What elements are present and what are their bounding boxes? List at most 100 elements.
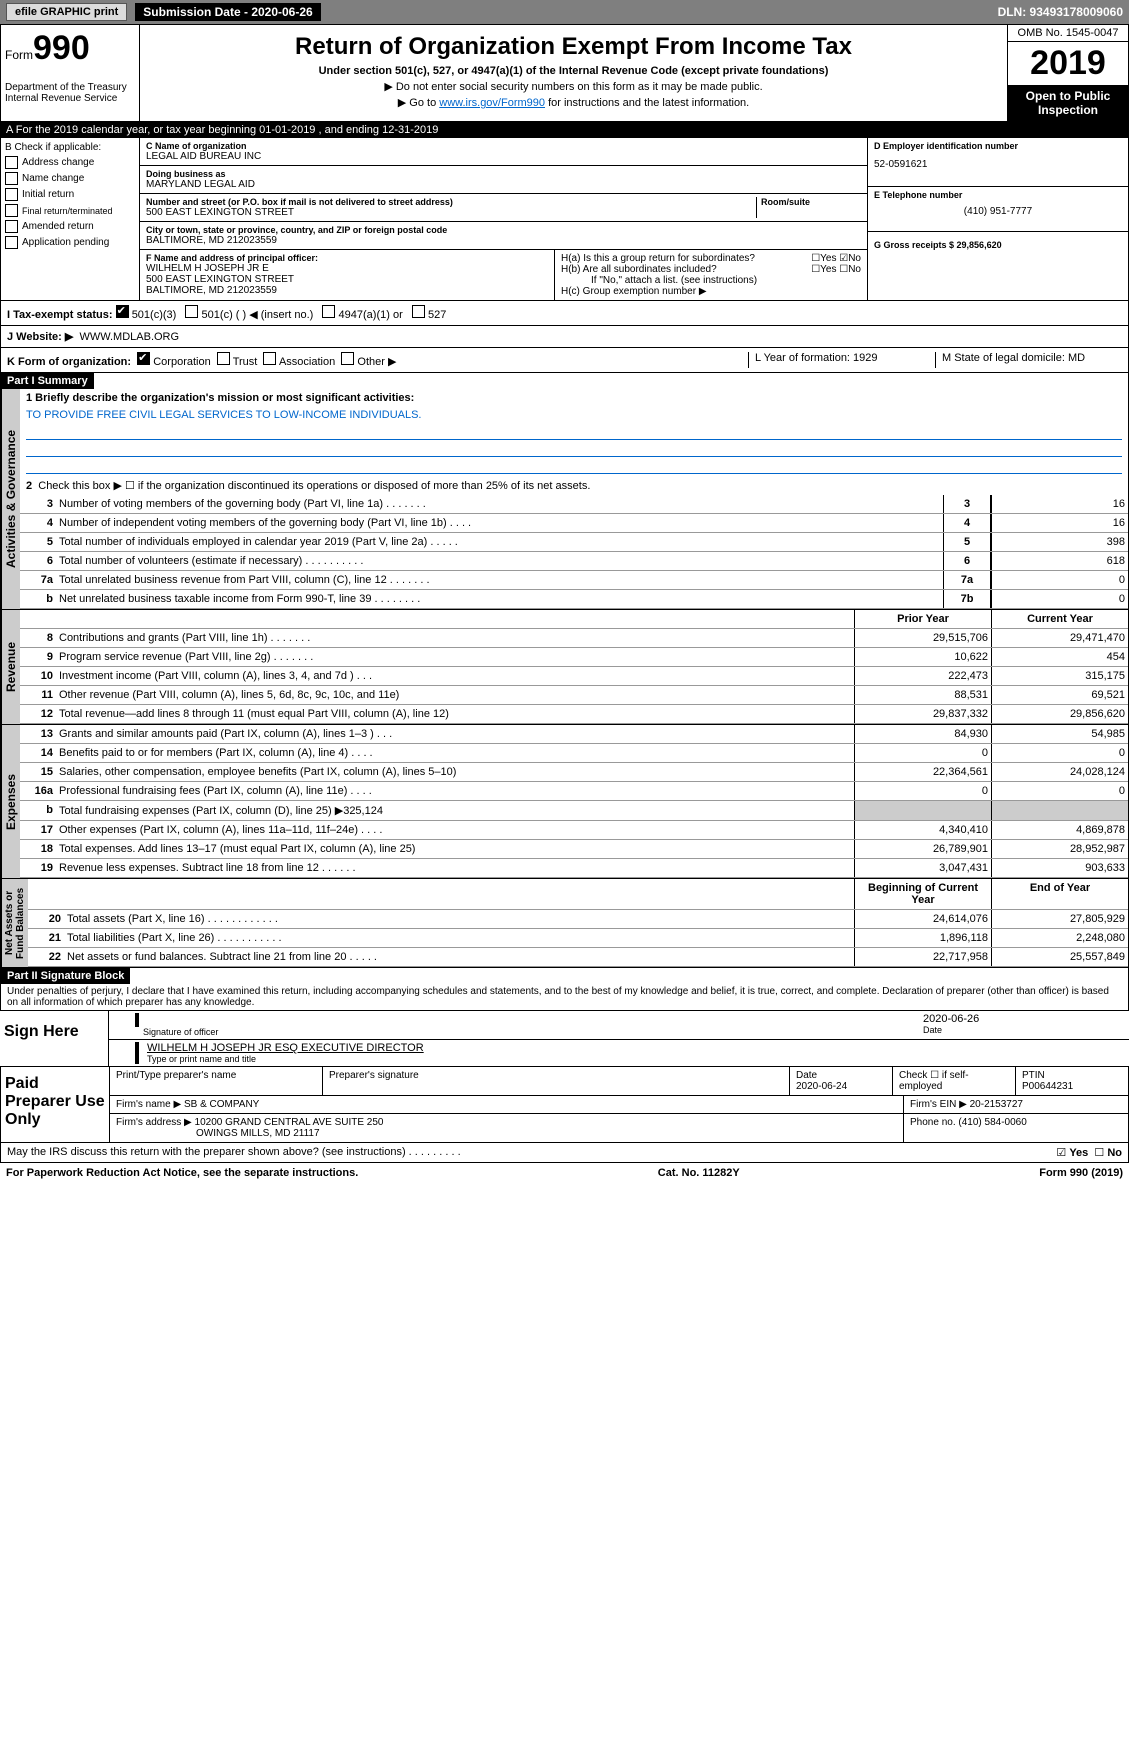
gross-label: G Gross receipts $ 29,856,620 [874, 240, 1122, 250]
main-title: Return of Organization Exempt From Incom… [144, 33, 1003, 61]
opt-corp: Corporation [153, 356, 210, 368]
street: 500 EAST LEXINGTON STREET [146, 207, 756, 218]
sign-here-label: Sign Here [0, 1011, 108, 1066]
perjury-text: Under penalties of perjury, I declare th… [0, 984, 1129, 1011]
mission-blank-3 [26, 459, 1122, 474]
sig-officer-label: Signature of officer [115, 1027, 923, 1037]
cb-initial-return[interactable]: Initial return [5, 188, 135, 201]
page-footer: For Paperwork Reduction Act Notice, see … [0, 1163, 1129, 1183]
cb-name-change[interactable]: Name change [5, 172, 135, 185]
cb-corporation[interactable] [137, 352, 150, 365]
cb-trust[interactable] [217, 352, 230, 365]
governance-label: Activities & Governance [1, 389, 20, 609]
gov-line-5: 5 Total number of individuals employed i… [20, 533, 1128, 552]
instruction-2: ▶ Go to www.irs.gov/Form990 for instruct… [144, 96, 1003, 109]
section-bcd: B Check if applicable: Address change Na… [0, 138, 1129, 301]
cb-address-change[interactable]: Address change [5, 156, 135, 169]
officer-name-title: WILHELM H JOSEPH JR ESQ EXECUTIVE DIRECT… [147, 1042, 1123, 1054]
firm-addr1: 10200 GRAND CENTRAL AVE SUITE 250 [195, 1117, 384, 1128]
cb-association[interactable] [263, 352, 276, 365]
org-name: LEGAL AID BUREAU INC [146, 151, 861, 162]
irs-link[interactable]: www.irs.gov/Form990 [439, 97, 545, 109]
cb-pending[interactable]: Application pending [5, 236, 135, 249]
cb-4947[interactable] [322, 305, 335, 318]
firm-ein: 20-2153727 [970, 1099, 1023, 1110]
mission-text: TO PROVIDE FREE CIVIL LEGAL SERVICES TO … [20, 407, 1128, 423]
cb-final-return[interactable]: Final return/terminated [5, 204, 135, 217]
expense-line-16a: 16a Professional fundraising fees (Part … [20, 782, 1128, 801]
form-header: Form990 Department of the Treasury Inter… [0, 24, 1129, 122]
opt-527: 527 [428, 309, 446, 321]
opt-assoc: Association [279, 356, 335, 368]
hb-label: H(b) Are all subordinates included? [561, 264, 717, 275]
revenue-label: Revenue [1, 610, 20, 724]
prep-sig-header: Preparer's signature [323, 1067, 790, 1095]
paid-preparer-label: Paid Preparer Use Only [1, 1067, 109, 1142]
firm-name: SB & COMPANY [184, 1099, 259, 1110]
firm-addr-label: Firm's address ▶ [116, 1117, 192, 1128]
prep-phone-label: Phone no. [910, 1117, 956, 1128]
prep-phone: (410) 584-0060 [958, 1117, 1026, 1128]
expense-line-19: 19 Revenue less expenses. Subtract line … [20, 859, 1128, 878]
expense-line-15: 15 Salaries, other compensation, employe… [20, 763, 1128, 782]
opt-501c3: 501(c)(3) [132, 309, 177, 321]
expense-line-18: 18 Total expenses. Add lines 13–17 (must… [20, 840, 1128, 859]
mission-blank-2 [26, 442, 1122, 457]
city-label: City or town, state or province, country… [146, 225, 861, 235]
gov-line-6: 6 Total number of volunteers (estimate i… [20, 552, 1128, 571]
dba-label: Doing business as [146, 169, 861, 179]
discuss-answer: ☑ Yes ☐ No [1056, 1146, 1122, 1159]
part2-header: Part II Signature Block [1, 968, 130, 984]
balance-line-22: 22 Net assets or fund balances. Subtract… [28, 948, 1128, 967]
inst2-post: for instructions and the latest informat… [545, 97, 749, 109]
cat-number: Cat. No. 11282Y [658, 1167, 740, 1179]
cb-amended[interactable]: Amended return [5, 220, 135, 233]
tax-year: 2019 [1008, 42, 1128, 85]
state-domicile: M State of legal domicile: MD [935, 352, 1122, 368]
prep-name-header: Print/Type preparer's name [110, 1067, 323, 1095]
balance-line-21: 21 Total liabilities (Part X, line 26) .… [28, 929, 1128, 948]
opt-trust: Trust [233, 356, 258, 368]
opt-501c: 501(c) ( ) ◀ (insert no.) [202, 309, 314, 321]
balance-line-20: 20 Total assets (Part X, line 16) . . . … [28, 910, 1128, 929]
prep-date-header: Date [796, 1070, 817, 1081]
website-row: J Website: ▶ WWW.MDLAB.ORG [0, 326, 1129, 348]
room-label: Room/suite [761, 197, 861, 207]
officer-label: F Name and address of principal officer: [146, 253, 548, 263]
hc-label: H(c) Group exemption number ▶ [561, 286, 861, 297]
revenue-line-12: 12 Total revenue—add lines 8 through 11 … [20, 705, 1128, 724]
sig-date: 2020-06-26 [923, 1013, 1123, 1025]
cb-501c3[interactable] [116, 305, 129, 318]
open-public: Open to Public Inspection [1008, 85, 1128, 121]
cb-other[interactable] [341, 352, 354, 365]
top-bar: efile GRAPHIC print Submission Date - 20… [0, 0, 1129, 24]
department: Department of the Treasury Internal Reve… [5, 82, 135, 104]
officer-name: WILHELM H JOSEPH JR E [146, 263, 548, 274]
discuss-question: May the IRS discuss this return with the… [7, 1146, 461, 1159]
form-k-label: K Form of organization: [7, 356, 131, 368]
gov-line-7a: 7a Total unrelated business revenue from… [20, 571, 1128, 590]
end-year-header: End of Year [991, 879, 1128, 909]
firm-name-label: Firm's name ▶ [116, 1099, 181, 1110]
revenue-line-11: 11 Other revenue (Part VIII, column (A),… [20, 686, 1128, 705]
ptin-label: PTIN [1022, 1070, 1045, 1081]
self-employed-check[interactable]: Check ☐ if self-employed [893, 1067, 1016, 1095]
cb-501c[interactable] [185, 305, 198, 318]
part1-header: Part I Summary [1, 373, 94, 389]
q1-label: 1 Briefly describe the organization's mi… [26, 392, 414, 404]
tax-status-label: I Tax-exempt status: [7, 309, 113, 321]
form-word: Form [5, 48, 33, 62]
officer-street: 500 EAST LEXINGTON STREET [146, 274, 548, 285]
instruction-1: ▶ Do not enter social security numbers o… [144, 80, 1003, 93]
phone-label: E Telephone number [874, 190, 1122, 200]
revenue-line-9: 9 Program service revenue (Part VIII, li… [20, 648, 1128, 667]
opt-other: Other ▶ [357, 356, 396, 368]
submission-date: Submission Date - 2020-06-26 [135, 3, 320, 21]
dba: MARYLAND LEGAL AID [146, 179, 861, 190]
cb-527[interactable] [412, 305, 425, 318]
year-formation: L Year of formation: 1929 [748, 352, 935, 368]
officer-name-label: Type or print name and title [147, 1054, 1123, 1064]
revenue-line-10: 10 Investment income (Part VIII, column … [20, 667, 1128, 686]
mission-blank-1 [26, 425, 1122, 440]
expenses-label: Expenses [1, 725, 20, 878]
